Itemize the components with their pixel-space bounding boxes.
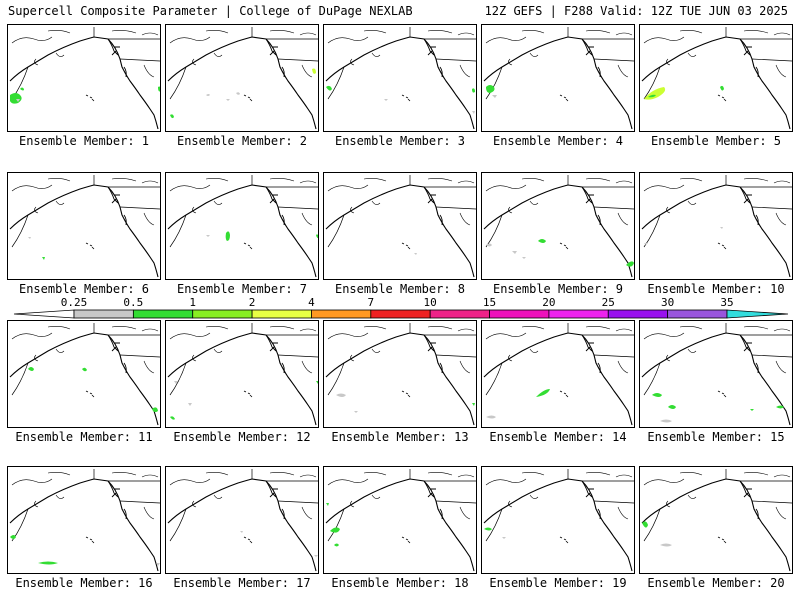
colorbar-low-arrow [13, 309, 75, 319]
ensemble-member-label: Ensemble Member: 16 [15, 576, 153, 590]
basemap-coastlines [9, 469, 160, 572]
basemap-coastlines [325, 469, 476, 572]
ensemble-member-label: Ensemble Member: 11 [15, 430, 153, 444]
colorbar-bin [489, 309, 550, 319]
ensemble-map-panel [639, 24, 793, 132]
basemap-coastlines [641, 323, 792, 426]
ensemble-member-label: Ensemble Member: 4 [492, 134, 624, 148]
colorbar-bin [370, 309, 431, 319]
basemap-coastlines [483, 323, 634, 426]
ensemble-member-label: Ensemble Member: 8 [334, 282, 466, 296]
colorbar-bin [311, 309, 372, 319]
ensemble-map-panel [165, 320, 319, 428]
basemap-coastlines [483, 27, 634, 130]
ensemble-member-label: Ensemble Member: 2 [176, 134, 308, 148]
colorbar-tick-label: 35 [720, 296, 733, 309]
basemap-coastlines [167, 175, 318, 278]
colorbar-bin [607, 309, 669, 319]
ensemble-map-panel [7, 172, 161, 280]
colorbar-tick-label: 20 [542, 296, 555, 309]
basemap-coastlines [641, 27, 792, 130]
ensemble-member-label: Ensemble Member: 7 [176, 282, 308, 296]
colorbar-bin [132, 309, 194, 319]
basemap-coastlines [325, 323, 476, 426]
ensemble-map-panel [323, 466, 477, 574]
ensemble-member-label: Ensemble Member: 19 [489, 576, 627, 590]
colorbar-tick-label: 1 [189, 296, 196, 309]
map-title: Supercell Composite Parameter | College … [8, 4, 413, 18]
ensemble-map-panel [323, 320, 477, 428]
colorbar-tick-label: 25 [602, 296, 615, 309]
ensemble-map-panel [165, 24, 319, 132]
basemap-coastlines [167, 323, 318, 426]
colorbar-tick-label: 0.25 [61, 296, 88, 309]
ensemble-member-label: Ensemble Member: 18 [331, 576, 469, 590]
colorbar-bin [73, 309, 134, 319]
ensemble-map-panel [7, 466, 161, 574]
ensemble-map-panel [481, 466, 635, 574]
colorbar-tick-label: 30 [661, 296, 674, 309]
colorbar-bin [667, 309, 728, 319]
basemap-coastlines [167, 27, 318, 130]
colorbar-tick-label: 15 [483, 296, 496, 309]
ensemble-map-panel [481, 24, 635, 132]
basemap-coastlines [325, 175, 476, 278]
colorbar-high-arrow [726, 309, 789, 319]
ensemble-member-label: Ensemble Member: 1 [18, 134, 150, 148]
colorbar-bin [429, 309, 490, 319]
ensemble-member-label: Ensemble Member: 10 [647, 282, 785, 296]
basemap-coastlines [9, 175, 160, 278]
ensemble-map-panel [165, 466, 319, 574]
basemap-coastlines [483, 175, 634, 278]
ensemble-map-panel [639, 466, 793, 574]
ensemble-member-label: Ensemble Member: 6 [18, 282, 150, 296]
colorbar-tick-label: 7 [368, 296, 375, 309]
ensemble-member-label: Ensemble Member: 3 [334, 134, 466, 148]
ensemble-member-label: Ensemble Member: 20 [647, 576, 785, 590]
ensemble-map-panel [639, 320, 793, 428]
basemap-coastlines [9, 27, 160, 130]
ensemble-map-panel [481, 320, 635, 428]
ensemble-member-label: Ensemble Member: 9 [492, 282, 624, 296]
basemap-coastlines [483, 469, 634, 572]
basemap-coastlines [325, 27, 476, 130]
ensemble-member-label: Ensemble Member: 12 [173, 430, 311, 444]
basemap-coastlines [641, 469, 792, 572]
basemap-coastlines [641, 175, 792, 278]
ensemble-map-panel [481, 172, 635, 280]
ensemble-map-panel [323, 172, 477, 280]
ensemble-map-panel [323, 24, 477, 132]
colorbar-tick-label: 2 [249, 296, 256, 309]
ensemble-member-label: Ensemble Member: 17 [173, 576, 311, 590]
ensemble-map-panel [165, 172, 319, 280]
ensemble-member-label: Ensemble Member: 13 [331, 430, 469, 444]
basemap-coastlines [9, 323, 160, 426]
colorbar-bin [192, 309, 253, 319]
ensemble-member-label: Ensemble Member: 14 [489, 430, 627, 444]
colorbar-bin [548, 309, 609, 319]
basemap-coastlines [167, 469, 318, 572]
ensemble-map-panel [7, 320, 161, 428]
colorbar: 0.25 0.5 1 2 4 7 10 15 20 25 30 35 [13, 296, 789, 319]
colorbar-tick-label: 4 [308, 296, 315, 309]
ensemble-member-label: Ensemble Member: 5 [650, 134, 782, 148]
colorbar-tick-label: 0.5 [123, 296, 143, 309]
colorbar-bin [251, 309, 312, 319]
ensemble-member-label: Ensemble Member: 15 [647, 430, 785, 444]
valid-time-label: 12Z GEFS | F288 Valid: 12Z TUE JUN 03 20… [484, 4, 788, 18]
ensemble-map-panel [7, 24, 161, 132]
colorbar-tick-label: 10 [424, 296, 437, 309]
ensemble-map-panel [639, 172, 793, 280]
